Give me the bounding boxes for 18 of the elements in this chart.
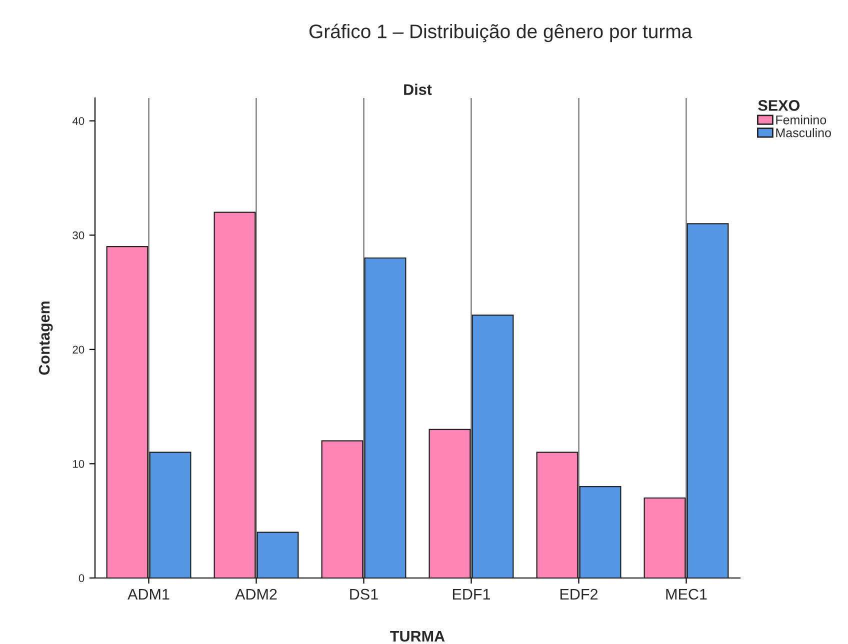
chart-subtitle: Dist bbox=[404, 84, 432, 95]
x-tick-label: EDF1 bbox=[452, 588, 490, 600]
y-tick-label: 30 bbox=[72, 231, 84, 240]
x-tick-label: ADM1 bbox=[128, 588, 170, 600]
y-tick-label: 40 bbox=[72, 117, 84, 125]
x-axis-title: TURMA bbox=[390, 630, 445, 642]
y-axis-title: Contagem bbox=[38, 302, 53, 375]
x-tick-label: MEC1 bbox=[666, 588, 707, 600]
y-tick-label: 10 bbox=[73, 460, 84, 468]
y-tick-label: 0 bbox=[78, 574, 84, 582]
y-tick-label: 20 bbox=[72, 346, 84, 354]
x-tick-label: DS1 bbox=[350, 588, 378, 600]
legend-label: Feminino bbox=[776, 115, 826, 124]
legend-label: Masculino bbox=[776, 128, 831, 138]
x-tick-label: ADM2 bbox=[235, 588, 277, 600]
chart-title: Gráfico 1 – Distribuição de gênero por turma bbox=[309, 24, 692, 42]
legend-title: SEXO bbox=[758, 100, 800, 111]
x-tick-label: EDF2 bbox=[560, 588, 598, 600]
